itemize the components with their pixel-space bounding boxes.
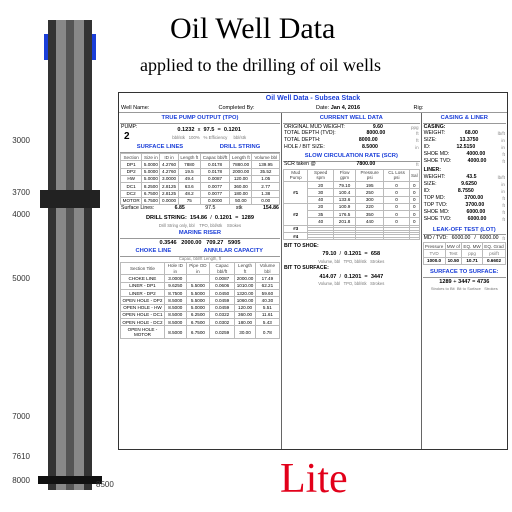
page-subtitle: applied to the drilling of oil wells	[140, 55, 381, 76]
data-sheet: Oil Well Data - Subsea Stack Well Name: …	[118, 92, 508, 450]
col-left: TRUE PUMP OUTPUT (TPO) PUMP: 2 0.1232 x …	[119, 113, 282, 449]
depth-tick: 8000	[0, 476, 30, 485]
annular-table: Section TitleHole ID inPipe OD inCapac b…	[120, 262, 280, 339]
col-right: CASING & LINER CASING: WEIGHT:68.00lb/ft…	[422, 113, 507, 449]
depth-tick: 3000	[0, 136, 30, 145]
depth-tick: 5000	[0, 274, 30, 283]
well-schematic: 3000 3700 4000 5000 7000 7610 8000 8500	[34, 20, 106, 490]
lot-table: PressureMW ofEQ. MWEQ. Grad TVDTestppgps…	[423, 242, 506, 265]
tpo-title: TRUE PUMP OUTPUT (TPO)	[120, 114, 280, 124]
col-mid: CURRENT WELL DATA ORIGINAL MUD WEIGHT:9.…	[282, 113, 422, 449]
sheet-title: Oil Well Data - Subsea Stack	[119, 93, 507, 104]
depth-tick: 3700	[0, 188, 30, 197]
sheet-meta-row: Well Name: Completed By: Date: Jan 4, 20…	[119, 104, 507, 113]
surface-lines-table: SectionSize inID inLength ftCapac bbl/ft…	[120, 153, 280, 205]
depth-tick: 4000	[0, 210, 30, 219]
depth-tick: 7000	[0, 412, 30, 421]
pump-count: 2	[121, 131, 137, 143]
depth-tick: 7610	[0, 452, 30, 461]
scr-table: Mud PumpSpeed spmFlow gpmPressure psiCL …	[283, 169, 420, 241]
depth-tick: 8500	[96, 480, 126, 489]
page-title: Oil Well Data	[170, 12, 335, 46]
lite-badge: Lite	[280, 455, 348, 503]
